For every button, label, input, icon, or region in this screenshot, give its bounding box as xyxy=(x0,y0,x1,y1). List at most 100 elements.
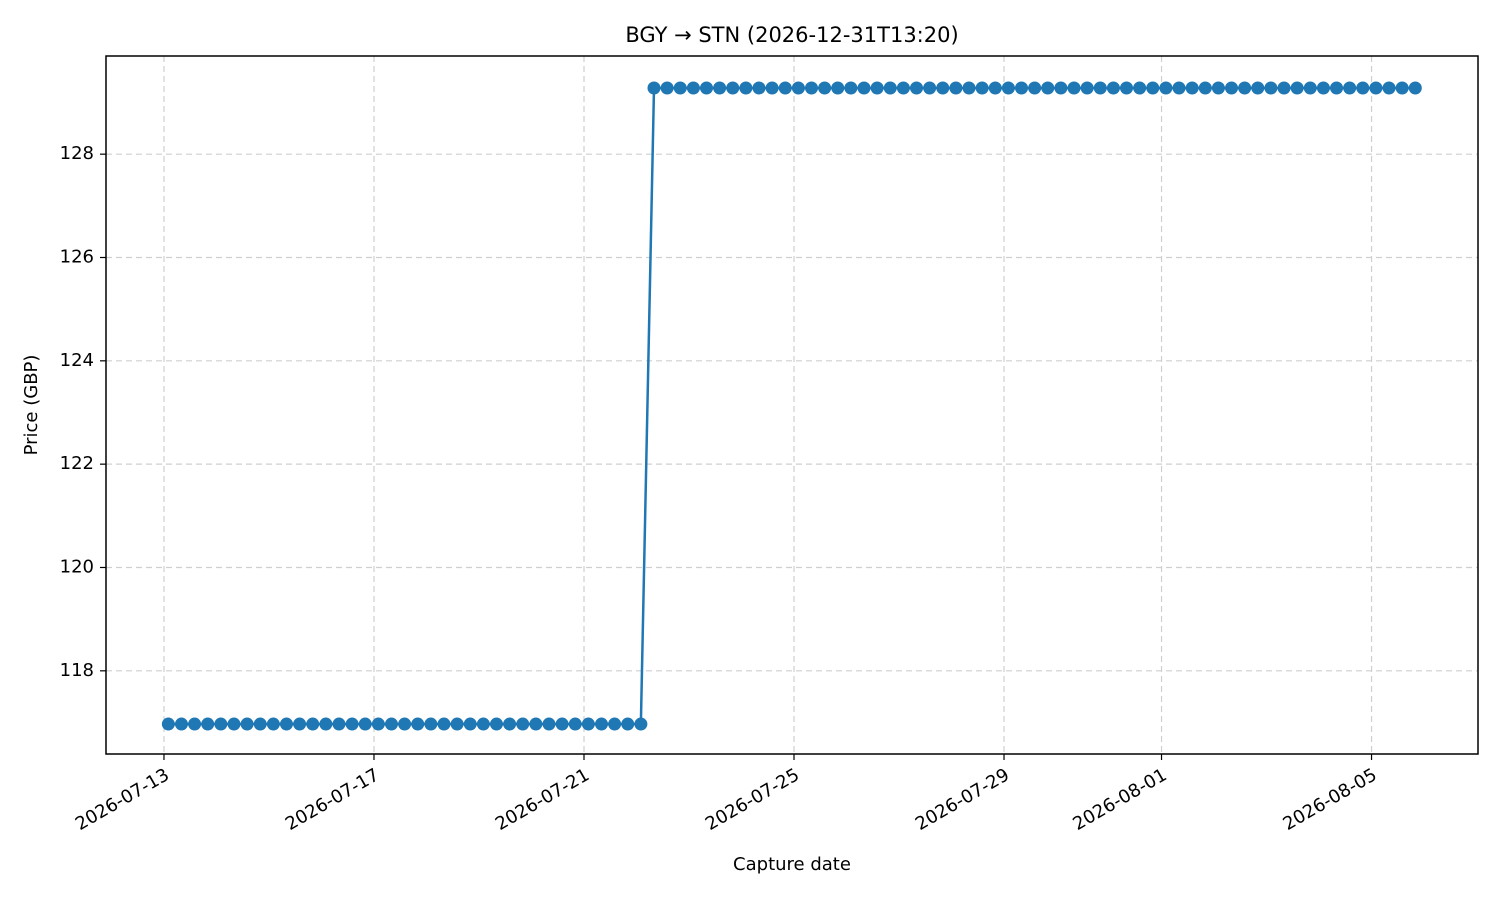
price-point xyxy=(1120,81,1134,95)
price-point xyxy=(555,717,569,731)
price-point xyxy=(240,717,254,731)
y-tick-label: 120 xyxy=(60,556,94,577)
price-point xyxy=(516,717,530,731)
price-point xyxy=(1106,81,1120,95)
price-point xyxy=(345,717,359,731)
price-point xyxy=(857,81,871,95)
price-point xyxy=(266,717,280,731)
price-point xyxy=(489,717,503,731)
price-point xyxy=(1067,81,1081,95)
price-point xyxy=(791,81,805,95)
price-point xyxy=(1356,81,1370,95)
price-point xyxy=(1264,81,1278,95)
price-point xyxy=(752,81,766,95)
price-point xyxy=(647,81,661,95)
price-point xyxy=(594,717,608,731)
price-point xyxy=(398,717,412,731)
price-point xyxy=(463,717,477,731)
price-point xyxy=(319,717,333,731)
x-axis-label: Capture date xyxy=(733,854,851,875)
price-point xyxy=(975,81,989,95)
y-tick-label: 128 xyxy=(60,143,94,164)
price-point xyxy=(621,717,635,731)
price-point xyxy=(503,717,517,731)
price-point xyxy=(1382,81,1396,95)
price-point xyxy=(1316,81,1330,95)
price-point xyxy=(1146,81,1160,95)
price-point xyxy=(371,717,385,731)
price-point xyxy=(424,717,438,731)
price-point xyxy=(923,81,937,95)
price-point xyxy=(568,717,582,731)
price-point xyxy=(700,81,714,95)
price-point xyxy=(1225,81,1239,95)
price-point xyxy=(1028,81,1042,95)
price-point xyxy=(476,717,490,731)
price-point xyxy=(778,81,792,95)
price-point xyxy=(739,81,753,95)
price-point xyxy=(1343,81,1357,95)
price-point xyxy=(713,81,727,95)
price-point xyxy=(1369,81,1383,95)
price-point xyxy=(1185,81,1199,95)
price-point xyxy=(201,717,215,731)
price-point xyxy=(1159,81,1173,95)
price-point xyxy=(1093,81,1107,95)
price-point xyxy=(253,717,267,731)
price-point xyxy=(1015,81,1029,95)
y-axis-label: Price (GBP) xyxy=(21,355,42,456)
price-point xyxy=(293,717,307,731)
price-point xyxy=(1395,81,1409,95)
price-point xyxy=(686,81,700,95)
price-point xyxy=(1238,81,1252,95)
price-point xyxy=(542,717,556,731)
y-tick-label: 122 xyxy=(60,453,94,474)
price-point xyxy=(988,81,1002,95)
price-point xyxy=(450,717,464,731)
price-point xyxy=(726,81,740,95)
price-point xyxy=(634,717,648,731)
price-point xyxy=(805,81,819,95)
price-point xyxy=(188,717,202,731)
price-point xyxy=(1251,81,1265,95)
chart-title: BGY → STN (2026-12-31T13:20) xyxy=(625,23,958,47)
price-point xyxy=(1330,81,1344,95)
price-point xyxy=(1001,81,1015,95)
price-point xyxy=(358,717,372,731)
price-point xyxy=(870,81,884,95)
price-point xyxy=(673,81,687,95)
price-point xyxy=(1198,81,1212,95)
price-point xyxy=(883,81,897,95)
price-point xyxy=(1054,81,1068,95)
plot-frame xyxy=(105,55,1479,755)
price-point xyxy=(1303,81,1317,95)
price-point xyxy=(306,717,320,731)
price-point xyxy=(818,81,832,95)
price-point xyxy=(279,717,293,731)
price-point xyxy=(1080,81,1094,95)
price-point xyxy=(962,81,976,95)
price-point xyxy=(896,81,910,95)
price-point xyxy=(227,717,241,731)
price-point xyxy=(1211,81,1225,95)
price-point xyxy=(384,717,398,731)
price-point xyxy=(437,717,451,731)
price-point xyxy=(1172,81,1186,95)
price-point xyxy=(332,717,346,731)
price-point xyxy=(608,717,622,731)
price-point xyxy=(1408,81,1422,95)
price-point xyxy=(581,717,595,731)
price-point xyxy=(174,717,188,731)
price-point xyxy=(1277,81,1291,95)
price-point xyxy=(844,81,858,95)
price-point xyxy=(949,81,963,95)
y-tick-label: 124 xyxy=(60,350,94,371)
y-tick-label: 126 xyxy=(60,246,94,267)
price-point xyxy=(660,81,674,95)
price-point xyxy=(936,81,950,95)
price-point xyxy=(161,717,175,731)
price-point xyxy=(1133,81,1147,95)
price-point xyxy=(1041,81,1055,95)
